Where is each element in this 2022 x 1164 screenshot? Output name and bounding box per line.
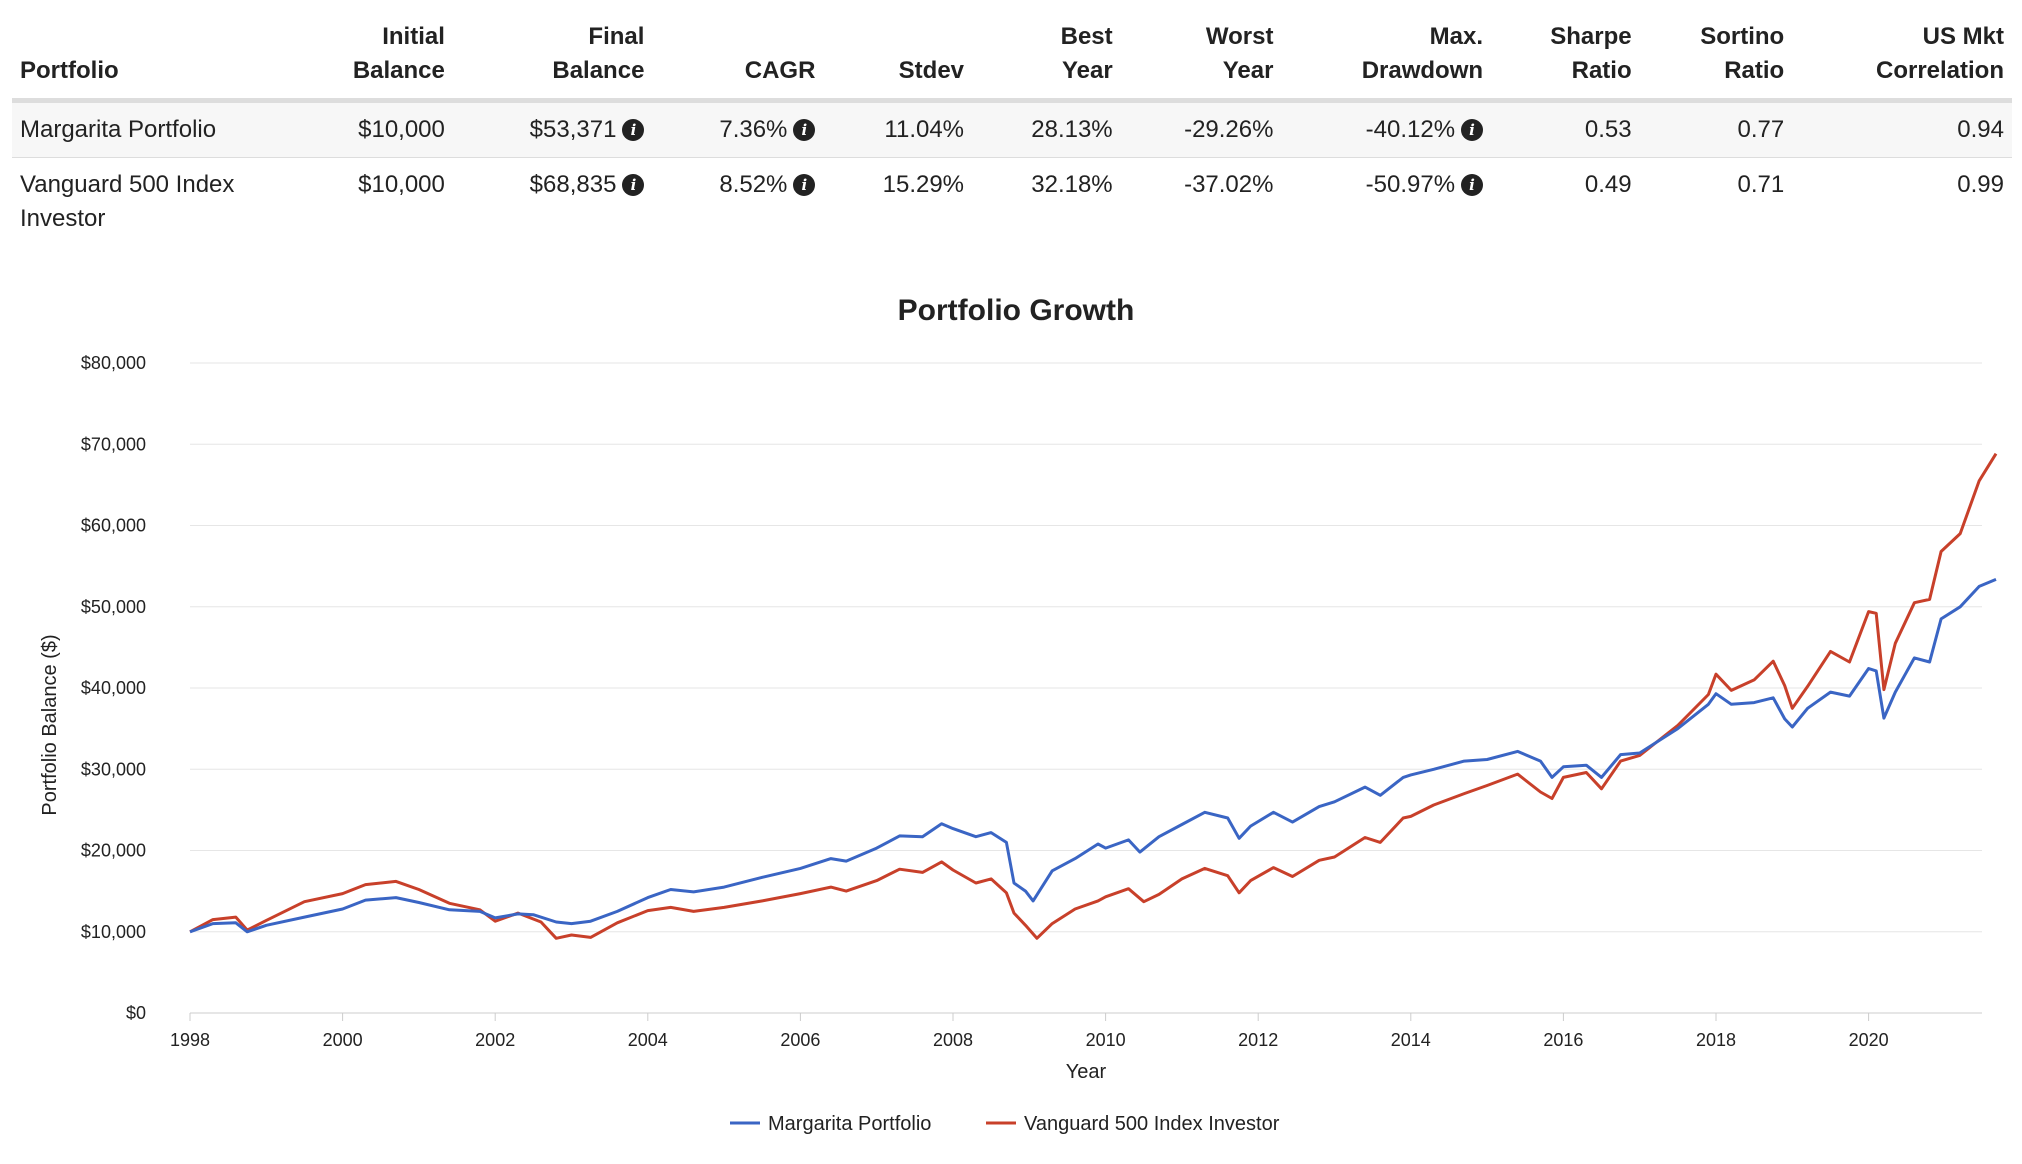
- chart-title: Portfolio Growth: [898, 294, 1135, 327]
- cell-cagr: 8.52% i: [652, 158, 823, 247]
- cell-stdev: 15.29%: [882, 171, 965, 198]
- grid-lines: [190, 362, 1982, 1014]
- cell-initial-balance: $10,000: [358, 171, 445, 198]
- y-tick-label: $20,000: [81, 841, 146, 861]
- x-tick-label: 2006: [780, 1030, 820, 1050]
- cell-us-mkt-correlation: 0.99: [1957, 171, 2004, 198]
- table-row: Margarita Portfolio $10,000 $53,371 i 7.3…: [12, 100, 2012, 158]
- x-tick-label: 2014: [1391, 1030, 1431, 1050]
- y-tick-label: $10,000: [81, 922, 146, 942]
- x-tick-label: 2004: [628, 1030, 668, 1050]
- info-icon[interactable]: i: [622, 174, 645, 196]
- cell-worst-year: -37.02%: [1184, 171, 1274, 198]
- cell-worst-year: -29.26%: [1184, 116, 1274, 143]
- cell-initial-balance: $10,000: [358, 116, 445, 143]
- y-tick-label: $60,000: [81, 516, 146, 536]
- statistics-table: Portfolio Initial Balance Final Balance CA…: [12, 14, 2012, 246]
- table-row: Vanguard 500 Index Investor $10,000 $68,…: [12, 158, 2012, 247]
- cell-best-year: 32.18%: [1031, 171, 1113, 198]
- cell-sharpe-ratio: 0.49: [1584, 171, 1632, 198]
- legend: Margarita Portfolio Vanguard 500 Index In…: [730, 1113, 1280, 1135]
- y-tick-label: $40,000: [81, 678, 146, 698]
- table-header-row: Portfolio Initial Balance Final Balance CA…: [12, 14, 2012, 101]
- cell-sharpe-ratio: 0.53: [1584, 116, 1632, 143]
- x-axis-title: Year: [1066, 1061, 1107, 1083]
- info-icon[interactable]: i: [1461, 119, 1484, 141]
- legend-label: Margarita Portfolio: [768, 1113, 931, 1135]
- cell-best-year: 28.13%: [1031, 116, 1113, 143]
- cell-max-drawdown: -50.97% i: [1281, 158, 1491, 247]
- cell-us-mkt-correlation: 0.94: [1957, 116, 2004, 143]
- header-sharpe-ratio: Sharpe Ratio: [1550, 23, 1632, 84]
- series-line: [189, 578, 1997, 934]
- x-tick-label: 2000: [323, 1030, 363, 1050]
- cell-sortino-ratio: 0.71: [1737, 171, 1785, 198]
- x-tick-label: 2008: [933, 1030, 973, 1050]
- header-initial-balance: Initial Balance: [352, 23, 445, 84]
- info-icon[interactable]: i: [622, 119, 645, 141]
- y-tick-label: $70,000: [81, 434, 146, 454]
- cell-sortino-ratio: 0.77: [1737, 116, 1785, 143]
- y-tick-label: $0: [126, 1003, 146, 1023]
- y-axis-title: Portfolio Balance ($): [39, 634, 61, 815]
- y-tick-label: $80,000: [81, 353, 146, 373]
- cell-final-balance: $68,835 i: [453, 158, 653, 247]
- header-best-year: Best Year: [1060, 23, 1113, 84]
- y-tick-label: $30,000: [81, 759, 146, 779]
- header-sortino-ratio: Sortino Ratio: [1700, 23, 1785, 84]
- x-tick-label: 2018: [1696, 1030, 1736, 1050]
- header-portfolio: Portfolio: [20, 57, 119, 84]
- header-final-balance: Final Balance: [552, 23, 645, 84]
- info-icon[interactable]: i: [1461, 174, 1484, 196]
- cell-max-drawdown: -40.12% i: [1281, 101, 1491, 158]
- legend-label: Vanguard 500 Index Investor: [1024, 1113, 1280, 1135]
- cell-stdev: 11.04%: [884, 116, 965, 143]
- info-icon[interactable]: i: [793, 119, 816, 141]
- header-max-drawdown: Max. Drawdown: [1361, 23, 1484, 84]
- header-stdev: Stdev: [898, 57, 965, 84]
- header-worst-year: Worst Year: [1205, 23, 1274, 84]
- header-cagr: CAGR: [744, 57, 816, 84]
- y-tick-label: $50,000: [81, 597, 146, 617]
- y-axis: $0 $10,000 $20,000 $30,000 $40,000 $50,000 $60…: [81, 353, 146, 1023]
- x-tick-label: 2012: [1238, 1030, 1278, 1050]
- x-tick-label: 2020: [1849, 1030, 1889, 1050]
- portfolio-growth-chart: Portfolio Growth $0 $10,000 $20,000 $30,000…: [39, 294, 1998, 1135]
- x-tick-label: 1998: [170, 1030, 210, 1050]
- cell-cagr: 7.36% i: [652, 101, 823, 158]
- cell-portfolio: Vanguard 500 Index Investor: [20, 171, 235, 232]
- x-tick-label: 2016: [1543, 1030, 1583, 1050]
- x-axis: 1998 2000 2002 2004 2006 2008 2010 2012 2014 2016…: [170, 1013, 1889, 1050]
- x-tick-label: 2010: [1086, 1030, 1126, 1050]
- series-lines: [189, 452, 1998, 940]
- header-us-mkt-correlation: US Mkt Correlation: [1875, 23, 2004, 84]
- series-line: [189, 452, 1998, 940]
- cell-final-balance: $53,371 i: [453, 101, 653, 158]
- cell-portfolio: Margarita Portfolio: [20, 116, 217, 143]
- x-tick-label: 2002: [475, 1030, 515, 1050]
- info-icon[interactable]: i: [793, 174, 816, 196]
